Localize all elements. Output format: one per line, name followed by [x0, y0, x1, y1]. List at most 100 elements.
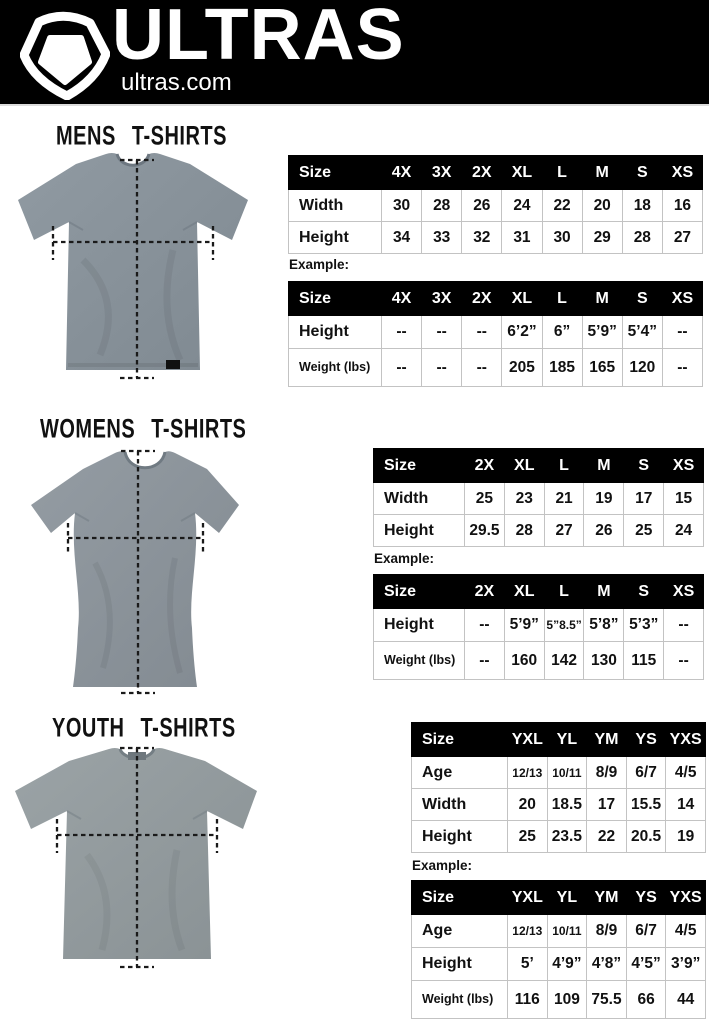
table-cell: 8/9: [586, 914, 627, 948]
size-column-header: L: [541, 281, 583, 316]
table-header-row: Size YXL YL YM YS YXS: [411, 880, 706, 915]
mens-example-label: Example:: [289, 257, 350, 272]
size-column-header: XS: [661, 155, 704, 190]
size-column-header: M: [581, 155, 623, 190]
size-column-header: YM: [586, 722, 627, 757]
size-column-header: L: [541, 155, 583, 190]
table-cell: 5’3”: [623, 608, 665, 642]
table-cell: 120: [621, 348, 663, 387]
table-row: Age 12/13 10/11 8/9 6/7 4/5: [411, 914, 706, 948]
mens-size-table: Size 4X 3X 2X XL L M S XS Width 30 28 26 24 22 20 18 16 He…: [288, 155, 704, 254]
table-row: Width 25 23 21 19 17 15: [373, 482, 704, 515]
youth-example-table: Size YXL YL YM YS YXS Age 12/13 10/11 8/9 6/7 4/5 He…: [411, 880, 706, 1019]
size-column-header: 2X: [464, 574, 505, 609]
table-cell: --: [421, 348, 463, 387]
table-header-row: Size 4X 3X 2X XL L M S XS: [288, 155, 704, 190]
table-cell: 8/9: [586, 756, 627, 789]
size-label-header: Size: [373, 574, 465, 609]
row-label: Width: [373, 482, 465, 515]
table-cell: 31: [501, 221, 543, 254]
size-column-header: M: [581, 281, 623, 316]
table-cell: 33: [421, 221, 463, 254]
row-label: Weight (lbs): [411, 980, 508, 1019]
size-column-header: L: [543, 448, 585, 483]
size-label-header: Size: [411, 880, 508, 915]
size-column-header: XL: [503, 448, 545, 483]
row-label: Age: [411, 756, 508, 789]
table-cell: 160: [503, 641, 545, 680]
table-row: Height 29.5 28 27 26 25 24: [373, 514, 704, 547]
row-label: Height: [373, 514, 465, 547]
table-row: Width 20 18.5 17 15.5 14: [411, 788, 706, 821]
row-label: Height: [373, 608, 465, 642]
table-cell: 10/11: [546, 914, 588, 948]
size-label-header: Size: [288, 281, 382, 316]
table-cell: 6/7: [625, 914, 667, 948]
size-column-header: XL: [501, 155, 543, 190]
size-column-header: YL: [546, 880, 588, 915]
table-cell: 4/5: [665, 756, 706, 789]
mens-section-title: MENS T-SHIRTS: [56, 121, 227, 152]
table-row: Height 5’ 4’9” 4’8” 4’5” 3’9”: [411, 947, 706, 981]
youth-tshirt-image: [15, 746, 257, 969]
table-row: Height 25 23.5 22 20.5 19: [411, 820, 706, 853]
table-cell: 28: [421, 189, 463, 222]
size-column-header: YXS: [665, 880, 706, 915]
table-cell: 24: [501, 189, 543, 222]
size-column-header: S: [621, 155, 663, 190]
table-row: Height 34 33 32 31 30 29 28 27: [288, 221, 704, 254]
table-cell: --: [380, 315, 423, 349]
size-column-header: YL: [546, 722, 588, 757]
size-column-header: 2X: [461, 155, 503, 190]
table-cell: 30: [541, 221, 583, 254]
table-cell: 4’8”: [586, 947, 627, 981]
table-cell: 32: [461, 221, 503, 254]
table-cell: 12/13: [507, 914, 548, 948]
table-cell: 18.5: [546, 788, 588, 821]
table-cell: 115: [623, 641, 665, 680]
table-row: Height -- -- -- 6’2” 6” 5’9” 5’4” --: [288, 315, 704, 349]
table-cell: --: [380, 348, 423, 387]
youth-section-title: YOUTH T-SHIRTS: [52, 713, 236, 744]
row-label: Height: [411, 947, 508, 981]
table-cell: 26: [583, 514, 625, 547]
row-label: Width: [288, 189, 382, 222]
table-cell: 6”: [541, 315, 583, 349]
table-row: Age 12/13 10/11 8/9 6/7 4/5: [411, 756, 706, 789]
table-cell: 15: [663, 482, 704, 515]
table-cell: 17: [586, 788, 627, 821]
table-cell: 18: [621, 189, 663, 222]
size-column-header: 3X: [421, 281, 463, 316]
size-column-header: 3X: [421, 155, 463, 190]
table-cell: --: [661, 348, 704, 387]
table-cell: 27: [543, 514, 585, 547]
ultras-logo-icon: [20, 11, 110, 100]
table-cell: 16: [661, 189, 704, 222]
table-cell: 3’9”: [665, 947, 706, 981]
youth-example-label: Example:: [412, 858, 473, 873]
row-label: Height: [411, 820, 508, 853]
size-column-header: 4X: [380, 281, 423, 316]
table-cell: 20: [507, 788, 548, 821]
size-column-header: YXL: [507, 722, 548, 757]
size-column-header: YXL: [507, 880, 548, 915]
table-cell: 44: [665, 980, 706, 1019]
size-column-header: L: [543, 574, 585, 609]
table-cell: 109: [546, 980, 588, 1019]
size-label-header: Size: [411, 722, 508, 757]
table-cell: 28: [503, 514, 545, 547]
table-cell: --: [464, 608, 505, 642]
measurement-lines: [66, 449, 205, 695]
table-cell: 5’9”: [503, 608, 545, 642]
size-column-header: S: [623, 448, 665, 483]
table-cell: 25: [464, 482, 505, 515]
table-cell: 185: [541, 348, 583, 387]
size-column-header: 2X: [464, 448, 505, 483]
table-cell: 5’8”: [583, 608, 625, 642]
table-cell: 142: [543, 641, 585, 680]
womens-example-label: Example:: [374, 551, 435, 566]
table-cell: 22: [586, 820, 627, 853]
table-cell: 6’2”: [501, 315, 543, 349]
size-column-header: M: [583, 574, 625, 609]
